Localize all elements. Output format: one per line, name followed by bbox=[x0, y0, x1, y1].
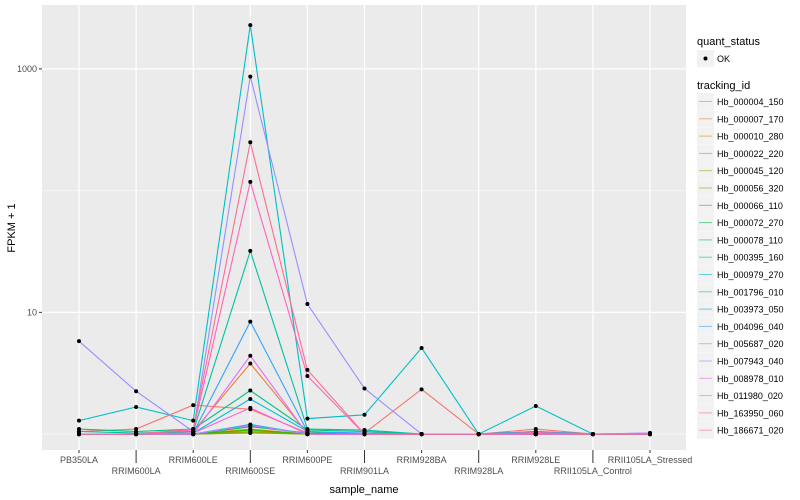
x-tick-label: PB350LA bbox=[60, 455, 98, 465]
data-point bbox=[419, 432, 424, 437]
legend-label: Hb_186671_020 bbox=[717, 426, 784, 436]
legend-label: Hb_005687_020 bbox=[717, 339, 784, 349]
data-point bbox=[305, 367, 310, 372]
x-tick-label: RRIM600LE bbox=[169, 455, 218, 465]
legend-label: Hb_007943_040 bbox=[717, 357, 784, 367]
legend-title-tracking-id: tracking_id bbox=[697, 80, 750, 92]
x-tick-label: RRII105LA_Control bbox=[554, 466, 632, 476]
axes: 10 1000 PB350LA RRIM600LA RRIM600LE RRIM600SE… bbox=[17, 64, 692, 476]
legend-label: Hb_000395_160 bbox=[717, 253, 784, 263]
data-point bbox=[248, 353, 253, 358]
legend-label: Hb_000022_220 bbox=[717, 149, 784, 159]
legend-label: Hb_003973_050 bbox=[717, 305, 784, 315]
legend-label-ok: OK bbox=[717, 54, 730, 64]
legend-label: Hb_000056_320 bbox=[717, 184, 784, 194]
data-point bbox=[362, 432, 367, 437]
data-point bbox=[248, 140, 253, 145]
data-points bbox=[77, 23, 652, 437]
x-tick-label: RRIM600PE bbox=[282, 455, 332, 465]
x-axis-title: sample_name bbox=[329, 484, 398, 496]
data-point bbox=[248, 388, 253, 393]
data-point bbox=[191, 427, 196, 432]
legend-label: Hb_163950_060 bbox=[717, 408, 784, 418]
data-point bbox=[590, 432, 595, 437]
data-point bbox=[248, 397, 253, 402]
data-point bbox=[191, 431, 196, 436]
data-point bbox=[305, 374, 310, 379]
data-point bbox=[248, 23, 253, 28]
legend-label: Hb_000066_110 bbox=[717, 201, 783, 211]
data-point bbox=[476, 432, 481, 437]
data-point bbox=[134, 404, 139, 409]
legend-label: Hb_001796_010 bbox=[717, 287, 784, 297]
legend-label: Hb_000007_170 bbox=[717, 114, 784, 124]
x-tick-label: RRIM600SE bbox=[225, 466, 275, 476]
legend-label: Hb_000979_270 bbox=[717, 270, 784, 280]
x-tick-label: RRIM600LA bbox=[112, 466, 161, 476]
legend-title-quant-status: quant_status bbox=[697, 36, 760, 48]
legend-label: Hb_000072_270 bbox=[717, 218, 784, 228]
legend-label: Hb_004096_040 bbox=[717, 322, 784, 332]
x-tick-label: RRIM928LE bbox=[511, 455, 560, 465]
data-point bbox=[191, 403, 196, 408]
legend-label: Hb_000010_280 bbox=[717, 132, 784, 142]
legend-label: Hb_011980_020 bbox=[717, 391, 783, 401]
data-point bbox=[248, 405, 253, 410]
legend: quant_status OK tracking_id Hb_000004_15… bbox=[697, 36, 784, 439]
legend-label: Hb_000045_120 bbox=[717, 166, 784, 176]
data-point bbox=[305, 416, 310, 421]
data-point bbox=[248, 361, 253, 366]
legend-label: Hb_008978_010 bbox=[717, 374, 784, 384]
data-point bbox=[191, 418, 196, 423]
data-point bbox=[362, 386, 367, 391]
data-point bbox=[248, 319, 253, 324]
data-point bbox=[77, 339, 81, 344]
data-point bbox=[419, 345, 424, 350]
x-tick-label: RRIM901LA bbox=[340, 466, 389, 476]
data-point bbox=[77, 432, 81, 437]
x-tick-label: RRII105LA_Stressed bbox=[608, 455, 693, 465]
data-point bbox=[419, 387, 424, 392]
data-point bbox=[248, 248, 253, 253]
data-point bbox=[248, 179, 253, 184]
y-tick-label: 10 bbox=[27, 307, 37, 317]
legend-label: Hb_000078_110 bbox=[717, 235, 783, 245]
legend-point-icon bbox=[703, 56, 708, 61]
x-tick-label: RRIM928LA bbox=[454, 466, 503, 476]
data-point bbox=[77, 418, 81, 423]
data-point bbox=[305, 302, 310, 307]
y-tick-label: 1000 bbox=[17, 64, 37, 74]
data-point bbox=[533, 404, 538, 409]
data-point bbox=[305, 432, 310, 437]
legend-label: Hb_000004_150 bbox=[717, 97, 784, 107]
data-point bbox=[533, 430, 538, 435]
data-point bbox=[362, 428, 367, 433]
data-point bbox=[248, 423, 253, 428]
data-point bbox=[248, 428, 253, 433]
data-point bbox=[134, 432, 139, 437]
data-point bbox=[648, 432, 652, 437]
data-point bbox=[134, 389, 139, 394]
data-point bbox=[362, 412, 367, 417]
data-point bbox=[248, 74, 253, 79]
x-tick-label: RRIM928BA bbox=[397, 455, 447, 465]
y-axis-title: FPKM + 1 bbox=[6, 203, 18, 252]
